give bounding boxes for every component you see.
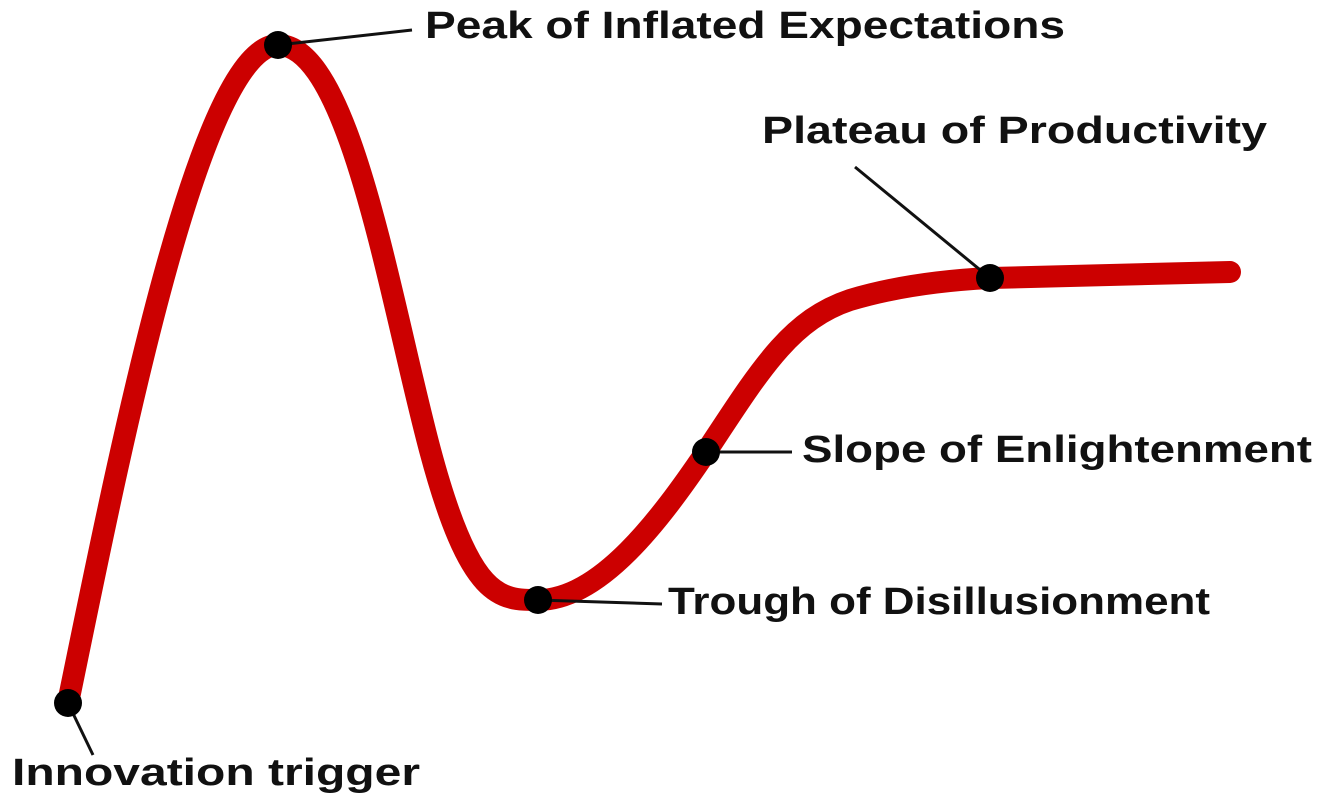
stage-dot <box>692 438 720 466</box>
leader-line <box>537 598 663 606</box>
leader-line <box>854 165 991 280</box>
stage-dot <box>264 31 292 59</box>
leader-line <box>277 28 413 47</box>
stage-label: Innovation trigger <box>12 752 420 794</box>
stage-label: Peak of Inflated Expectations <box>425 5 1065 47</box>
stage-label: Trough of Disillusionment <box>668 581 1210 623</box>
stage-dot <box>976 264 1004 292</box>
hype-curve <box>57 34 1241 714</box>
stage-dot <box>54 689 82 717</box>
stage-label: Plateau of Productivity <box>762 110 1267 152</box>
stage-dot <box>524 586 552 614</box>
stage-label: Slope of Enlightenment <box>802 429 1312 471</box>
